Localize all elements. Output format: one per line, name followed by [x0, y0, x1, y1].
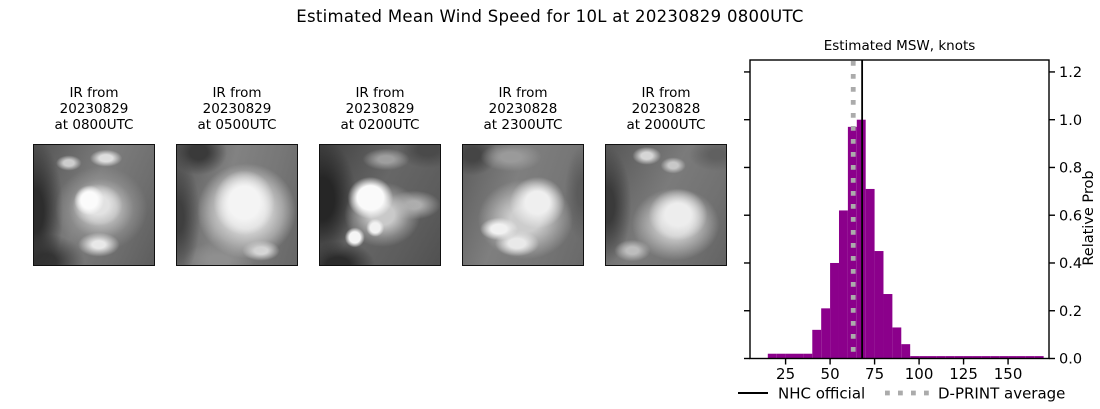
histogram-bar	[838, 210, 848, 359]
y-tick-label: 0.0	[1059, 352, 1082, 368]
histogram-bar	[919, 356, 928, 359]
legend-label-nhc: NHC official	[778, 385, 865, 403]
histogram-bar	[883, 294, 893, 359]
y-axis-label: Relative Prob	[1081, 170, 1097, 265]
chart-title: Estimated MSW, knots	[824, 38, 976, 54]
y-tick-label: 0.8	[1059, 161, 1082, 177]
ir-satellite-image-3	[319, 144, 441, 266]
ir-image-label-4: IR from 20230828 at 2300UTC	[483, 85, 563, 133]
histogram-bar	[1034, 356, 1044, 359]
x-tick-label: 100	[905, 365, 934, 383]
ir-image-label-3: IR from 20230829 at 0200UTC	[340, 85, 420, 133]
histogram-bar	[1025, 356, 1035, 359]
y-tick-label: 1.0	[1059, 113, 1082, 129]
histogram-bar	[812, 329, 822, 359]
x-tick-label: 125	[949, 365, 978, 383]
histogram-bar	[830, 262, 839, 359]
msw-histogram-chart: 25 50 75 100 125 150 0.0 0.2 0.4 0.6 0.8 1.0 1.2 Esti…	[738, 38, 1097, 403]
histogram-bar	[1008, 356, 1017, 359]
ir-satellite-image-5	[605, 144, 727, 266]
histogram-bar	[999, 356, 1009, 359]
y-tick-label: 0.4	[1059, 256, 1082, 272]
y-tick-label: 0.6	[1059, 208, 1082, 224]
figure-title: Estimated Mean Wind Speed for 10L at 202…	[296, 7, 804, 26]
histogram-bar	[821, 308, 831, 359]
histogram-bar	[963, 356, 973, 359]
histogram-bar	[785, 353, 795, 359]
axes-box	[749, 59, 1050, 360]
ir-image-label-1: IR from 20230829 at 0800UTC	[54, 85, 134, 133]
ir-image-label-2: IR from 20230829 at 0500UTC	[197, 85, 277, 133]
ir-satellite-image-4	[462, 144, 584, 266]
x-axis-ticks: 25 50 75 100 125 150	[776, 358, 1023, 383]
legend-label-dprint: D-PRINT average	[938, 385, 1065, 403]
x-tick-label: 25	[776, 365, 795, 383]
y-axis-ticks: 0.0 0.2 0.4 0.6 0.8 1.0 1.2	[744, 65, 1082, 368]
histogram-bar	[847, 126, 857, 359]
histogram-bar	[910, 356, 920, 359]
ir-satellite-image-2	[176, 144, 298, 266]
histogram-bar	[901, 344, 911, 359]
histogram-bar	[767, 353, 777, 359]
histogram-bar	[865, 188, 875, 359]
histogram-bar	[794, 353, 804, 359]
y-tick-label: 1.2	[1059, 65, 1082, 81]
x-tick-label: 75	[865, 365, 884, 383]
ir-image-label-5: IR from 20230828 at 2000UTC	[626, 85, 706, 133]
histogram-bar	[803, 353, 813, 359]
histogram-bar	[990, 356, 1000, 359]
ir-satellite-image-1	[33, 144, 155, 266]
histogram-bar	[1016, 356, 1026, 359]
histogram-bar	[954, 356, 964, 359]
histogram-bar	[972, 356, 982, 359]
x-tick-label: 150	[994, 365, 1023, 383]
chart-legend: NHC official D-PRINT average	[738, 385, 1065, 403]
histogram-bar	[874, 251, 884, 359]
x-tick-label: 50	[821, 365, 840, 383]
histogram-bar	[936, 356, 946, 359]
histogram-bar	[892, 327, 902, 359]
histogram-bar	[927, 356, 937, 359]
histogram-bars	[767, 119, 1044, 359]
histogram-bar	[981, 356, 991, 359]
histogram-bar	[776, 353, 786, 359]
histogram-bar	[945, 356, 955, 359]
y-tick-label: 0.2	[1059, 304, 1082, 320]
